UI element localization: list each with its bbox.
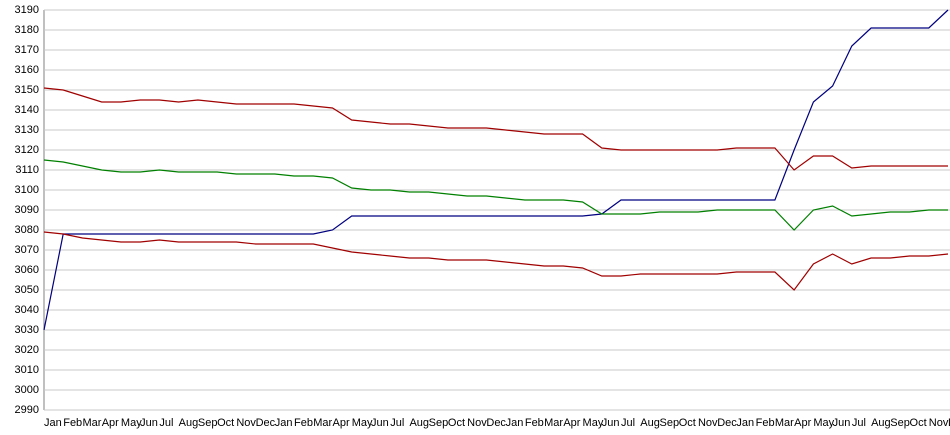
x-tick-label: Sep — [429, 417, 449, 429]
x-tick-label: Nov — [698, 417, 718, 429]
y-tick-label: 3080 — [15, 224, 39, 236]
x-tick-label: May — [583, 417, 604, 429]
x-tick-label: Mar — [82, 417, 101, 429]
series-line — [43, 231, 949, 291]
y-tick-label: 3090 — [15, 204, 39, 216]
x-tick-label: Jul — [390, 417, 404, 429]
series-line — [43, 87, 948, 171]
x-tick-label: Feb — [63, 417, 82, 429]
series-line — [43, 159, 948, 231]
x-tick-label: Mar — [775, 417, 794, 429]
x-tick-label: Jul — [852, 417, 866, 429]
x-tick-label: Dec — [948, 417, 950, 429]
y-tick-label: 3140 — [15, 104, 39, 116]
x-tick-label: Nov — [467, 417, 487, 429]
x-tick-label: Sep — [198, 417, 218, 429]
series-line — [43, 9, 949, 331]
x-tick-label: Jun — [140, 417, 158, 429]
x-tick-label: Mar — [313, 417, 332, 429]
x-tick-label: Oct — [448, 417, 465, 429]
x-tick-label: Jun — [833, 417, 851, 429]
x-tick-label: May — [813, 417, 834, 429]
y-tick-label: 3020 — [15, 344, 39, 356]
x-tick-label: Jan — [736, 417, 754, 429]
x-tick-label: Apr — [563, 417, 580, 429]
x-tick-label: Dec — [717, 417, 737, 429]
x-tick-label: Aug — [179, 417, 199, 429]
y-tick-label: 3000 — [15, 384, 39, 396]
x-tick-label: Sep — [659, 417, 679, 429]
y-tick-label: 3160 — [15, 64, 39, 76]
y-tick-label: 3120 — [15, 144, 39, 156]
y-tick-label: 3170 — [15, 44, 39, 56]
x-tick-label: Feb — [756, 417, 775, 429]
y-tick-label: 3110 — [15, 164, 39, 176]
x-tick-label: May — [121, 417, 142, 429]
x-tick-label: Oct — [910, 417, 927, 429]
y-tick-label: 3050 — [15, 284, 39, 296]
y-tick-label: 3060 — [15, 264, 39, 276]
x-tick-label: Apr — [333, 417, 350, 429]
y-tick-label: 3070 — [15, 244, 39, 256]
x-tick-label: Jan — [506, 417, 524, 429]
y-tick-label: 3180 — [15, 24, 39, 36]
x-tick-label: Apr — [102, 417, 119, 429]
y-tick-label: 3150 — [15, 84, 39, 96]
y-tick-label: 3030 — [15, 324, 39, 336]
x-tick-label: Oct — [679, 417, 696, 429]
x-tick-label: Jun — [602, 417, 620, 429]
y-tick-label: 3040 — [15, 304, 39, 316]
y-tick-label: 3100 — [15, 184, 39, 196]
y-tick-label: 3010 — [15, 364, 39, 376]
x-tick-label: Dec — [256, 417, 276, 429]
y-tick-label: 2990 — [15, 404, 39, 416]
x-tick-label: Jun — [371, 417, 389, 429]
x-tick-label: Jan — [44, 417, 62, 429]
x-tick-label: Sep — [890, 417, 910, 429]
x-tick-label: Nov — [929, 417, 949, 429]
y-tick-label: 3190 — [15, 4, 39, 16]
x-tick-label: Dec — [486, 417, 506, 429]
x-tick-label: May — [352, 417, 373, 429]
x-tick-label: Aug — [640, 417, 660, 429]
x-tick-label: Apr — [794, 417, 811, 429]
x-tick-label: Feb — [294, 417, 313, 429]
x-tick-label: Oct — [217, 417, 234, 429]
x-tick-label: Jan — [275, 417, 293, 429]
x-tick-label: Nov — [236, 417, 256, 429]
x-tick-label: Feb — [525, 417, 544, 429]
x-tick-label: Jul — [621, 417, 635, 429]
x-tick-label: Mar — [544, 417, 563, 429]
x-tick-label: Jul — [159, 417, 173, 429]
x-tick-label: Aug — [409, 417, 429, 429]
y-tick-label: 3130 — [15, 124, 39, 136]
x-tick-label: Aug — [871, 417, 891, 429]
